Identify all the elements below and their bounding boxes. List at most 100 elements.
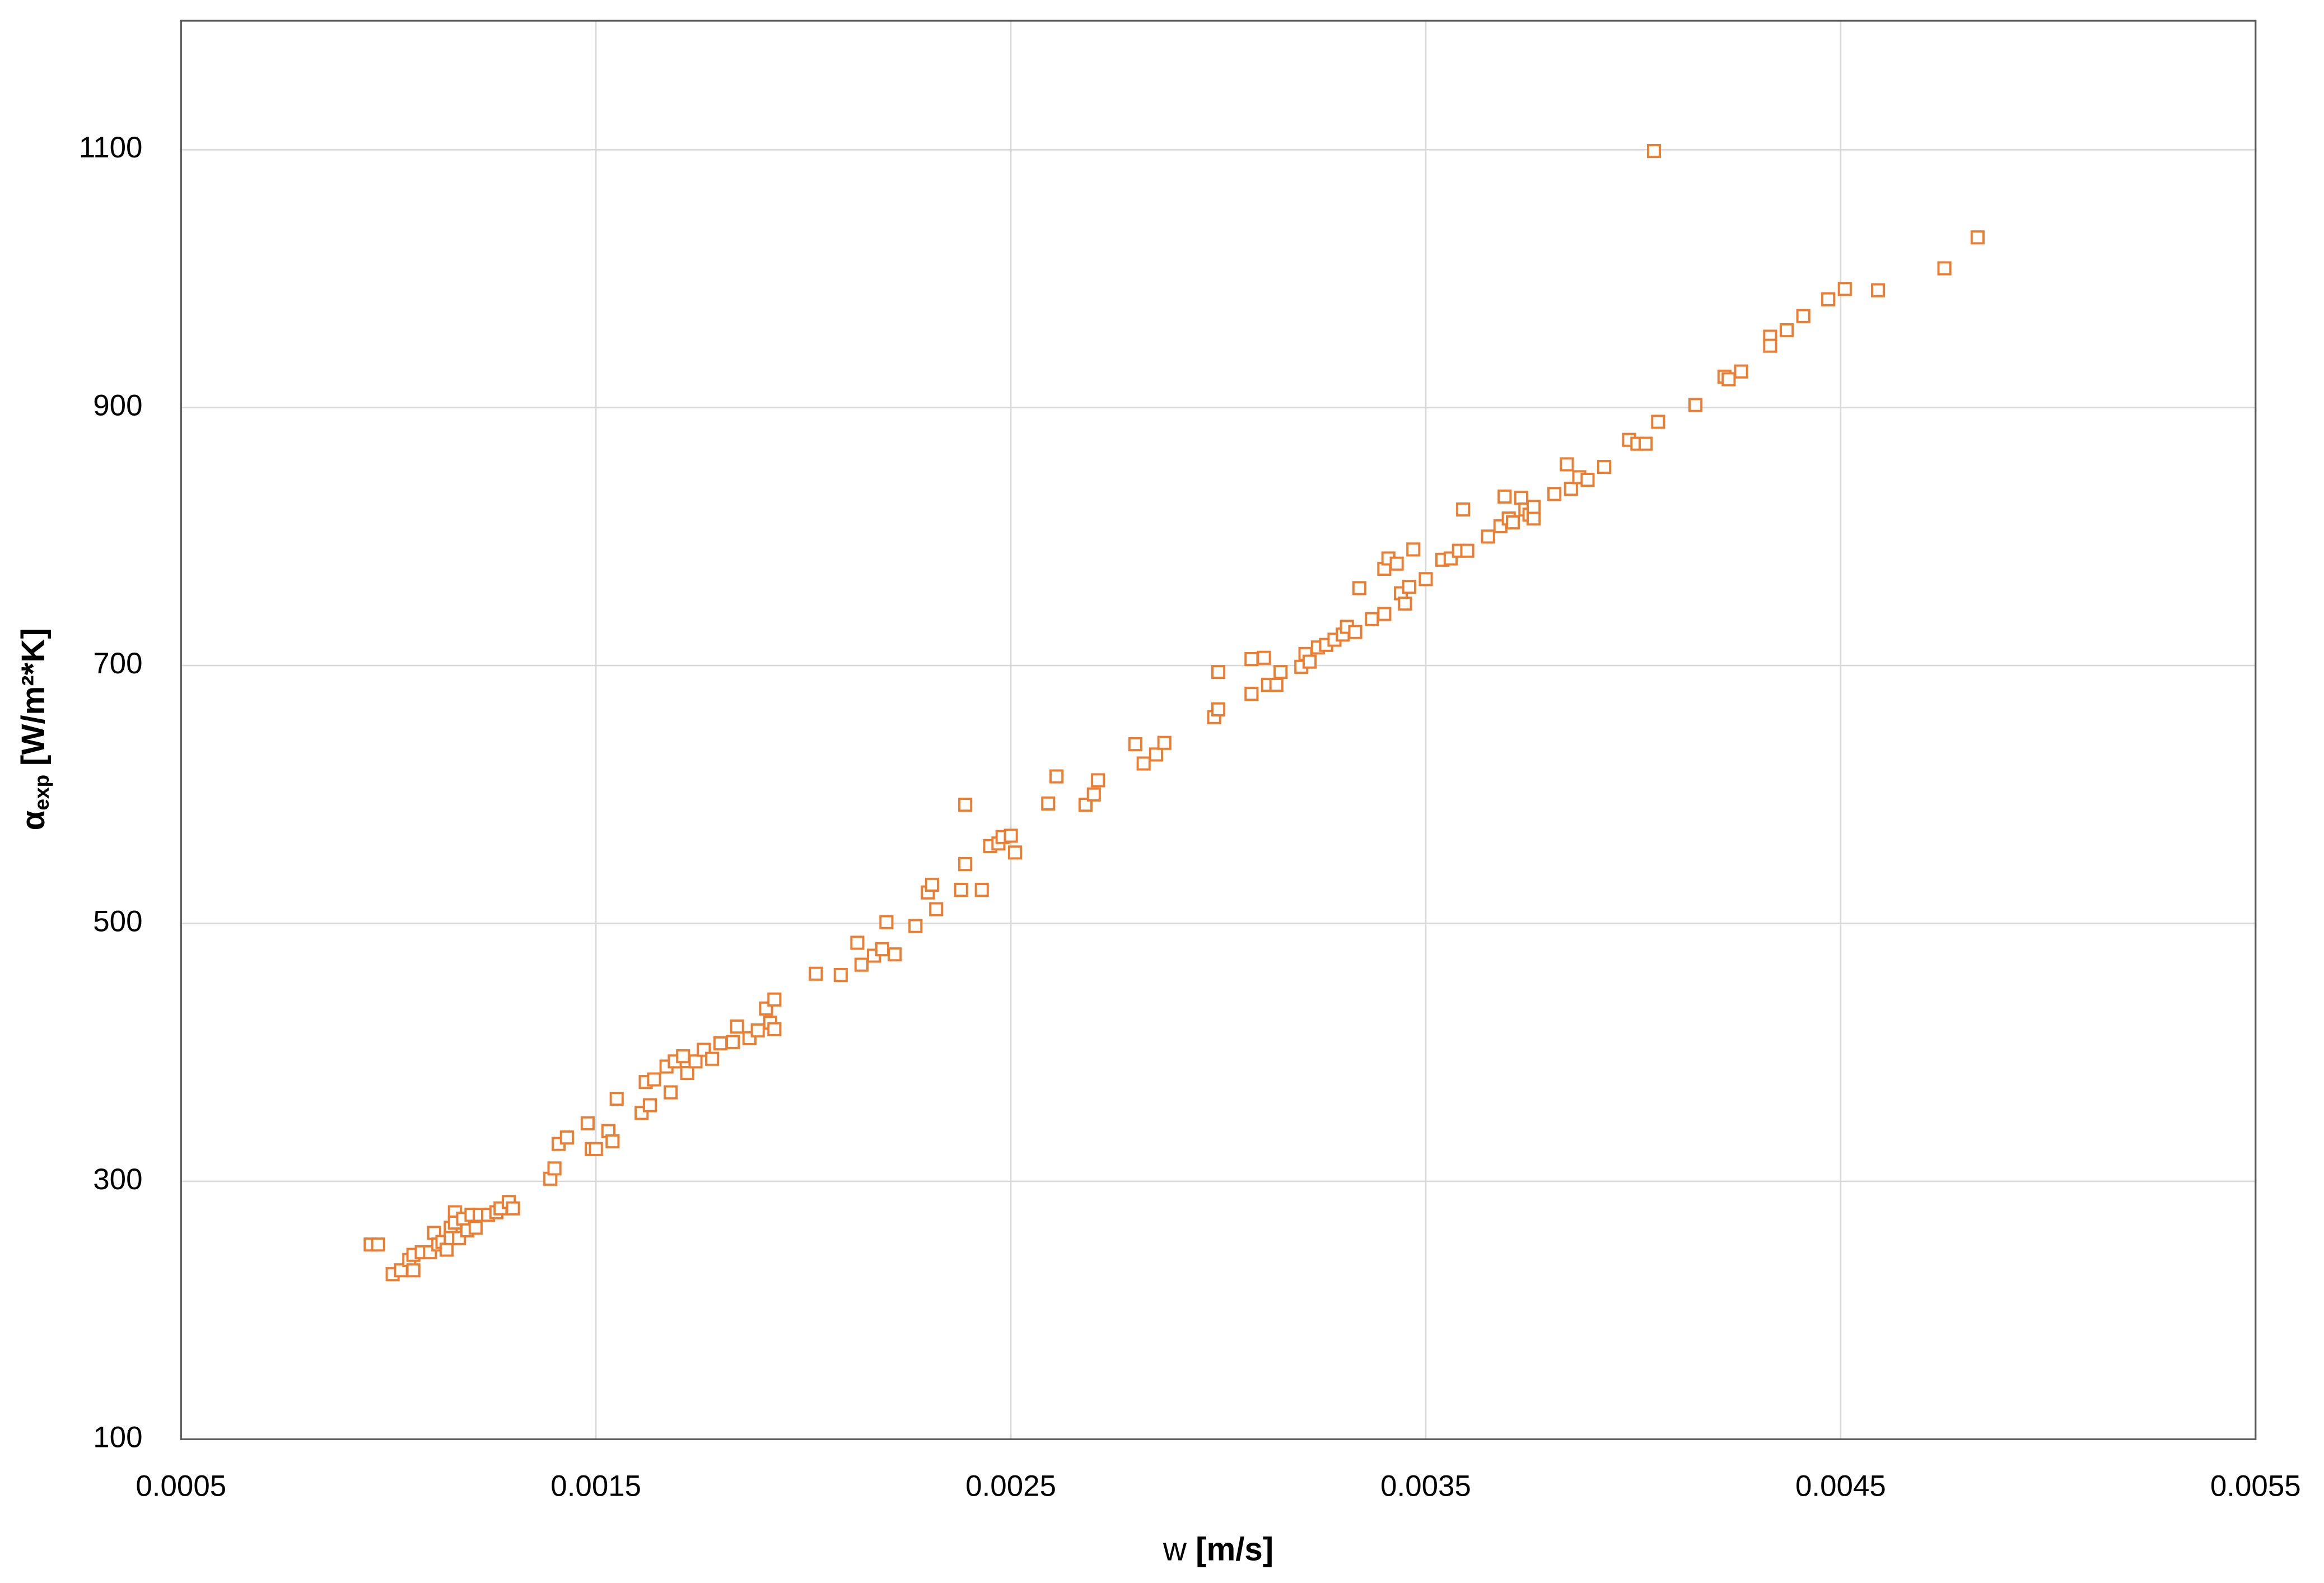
point <box>1398 597 1412 611</box>
point <box>371 1237 385 1252</box>
tick-labels: 100 300 500 700 900 1100 0.0005 0.0015 0.0025 0.0… <box>79 131 2301 1502</box>
point <box>1128 737 1142 752</box>
y-tick-label: 900 <box>93 389 142 422</box>
point <box>925 877 939 892</box>
point <box>1837 282 1852 296</box>
point <box>676 1049 690 1064</box>
point <box>1157 735 1172 750</box>
x-axis-title: w [m/s] <box>1163 1531 1273 1568</box>
point <box>680 1065 694 1081</box>
point <box>1211 702 1226 716</box>
point <box>1796 309 1810 323</box>
point <box>730 1019 744 1034</box>
point <box>833 968 848 983</box>
x-axis-unit: [m/s] <box>1196 1531 1273 1568</box>
point <box>688 1054 703 1069</box>
point <box>589 1142 603 1156</box>
x-tick-label: 0.0045 <box>1795 1470 1886 1503</box>
point <box>1871 283 1886 297</box>
point <box>1688 398 1703 412</box>
point <box>1004 828 1018 843</box>
y-axis-unit: [W/m²*K] <box>15 628 52 766</box>
point <box>713 1036 728 1051</box>
point <box>954 883 968 897</box>
point <box>1244 687 1259 701</box>
point <box>1091 773 1105 788</box>
point <box>1041 796 1056 811</box>
point <box>1560 457 1574 472</box>
point <box>850 935 865 950</box>
point <box>1597 459 1612 474</box>
point <box>1377 607 1392 621</box>
point <box>809 966 823 981</box>
grid <box>180 21 2257 1440</box>
point <box>647 1072 661 1087</box>
point <box>468 1221 483 1235</box>
point <box>1646 143 1662 159</box>
point <box>750 1023 765 1038</box>
point <box>974 883 989 897</box>
point <box>1937 261 1952 276</box>
y-tick-label: 500 <box>93 905 142 938</box>
point <box>1763 338 1777 353</box>
point <box>406 1263 421 1278</box>
y-axis-subscript: exp <box>30 775 53 811</box>
point <box>1547 487 1562 501</box>
point <box>1149 747 1163 762</box>
point <box>1007 845 1023 860</box>
point <box>1564 482 1578 496</box>
points <box>363 143 1985 1282</box>
point <box>875 942 889 957</box>
point <box>1651 415 1665 429</box>
point <box>879 915 894 929</box>
point <box>1639 436 1653 451</box>
point <box>958 798 973 812</box>
point <box>1497 489 1512 504</box>
x-tick-label: 0.0035 <box>1380 1470 1471 1503</box>
point <box>1481 529 1495 544</box>
point <box>1734 364 1748 379</box>
point <box>439 1242 454 1257</box>
point <box>1418 572 1433 586</box>
point <box>1211 665 1226 679</box>
point <box>1086 787 1101 802</box>
plot-frame <box>180 20 2257 1440</box>
point <box>580 1116 595 1130</box>
point <box>1389 556 1404 571</box>
point <box>559 1130 574 1145</box>
point <box>1136 756 1151 771</box>
point <box>958 857 973 872</box>
point <box>609 1092 624 1106</box>
point <box>1456 502 1471 517</box>
point <box>1348 625 1362 639</box>
point <box>908 919 923 933</box>
point <box>1527 500 1541 514</box>
point <box>1460 543 1474 558</box>
x-tick-label: 0.0025 <box>965 1470 1056 1503</box>
point <box>1402 580 1416 594</box>
point <box>705 1051 720 1066</box>
point <box>506 1201 520 1216</box>
y-tick-label: 700 <box>93 647 142 680</box>
y-axis-title: αexp [W/m²*K] <box>15 628 53 830</box>
point <box>1244 652 1259 667</box>
point <box>1970 230 1985 245</box>
point <box>767 992 782 1007</box>
point <box>1269 678 1284 692</box>
x-tick-label: 0.0055 <box>2210 1470 2301 1503</box>
point <box>1780 323 1794 338</box>
point <box>1049 769 1064 784</box>
point <box>1257 650 1271 665</box>
point <box>1406 542 1421 557</box>
point <box>642 1098 657 1112</box>
point <box>1821 292 1836 306</box>
point <box>1514 491 1528 505</box>
point <box>1580 473 1595 487</box>
y-tick-label: 1100 <box>79 131 143 164</box>
y-tick-label: 100 <box>93 1421 142 1454</box>
point <box>1506 515 1520 530</box>
point <box>1302 654 1317 669</box>
y-axis-symbol: α <box>15 810 52 830</box>
